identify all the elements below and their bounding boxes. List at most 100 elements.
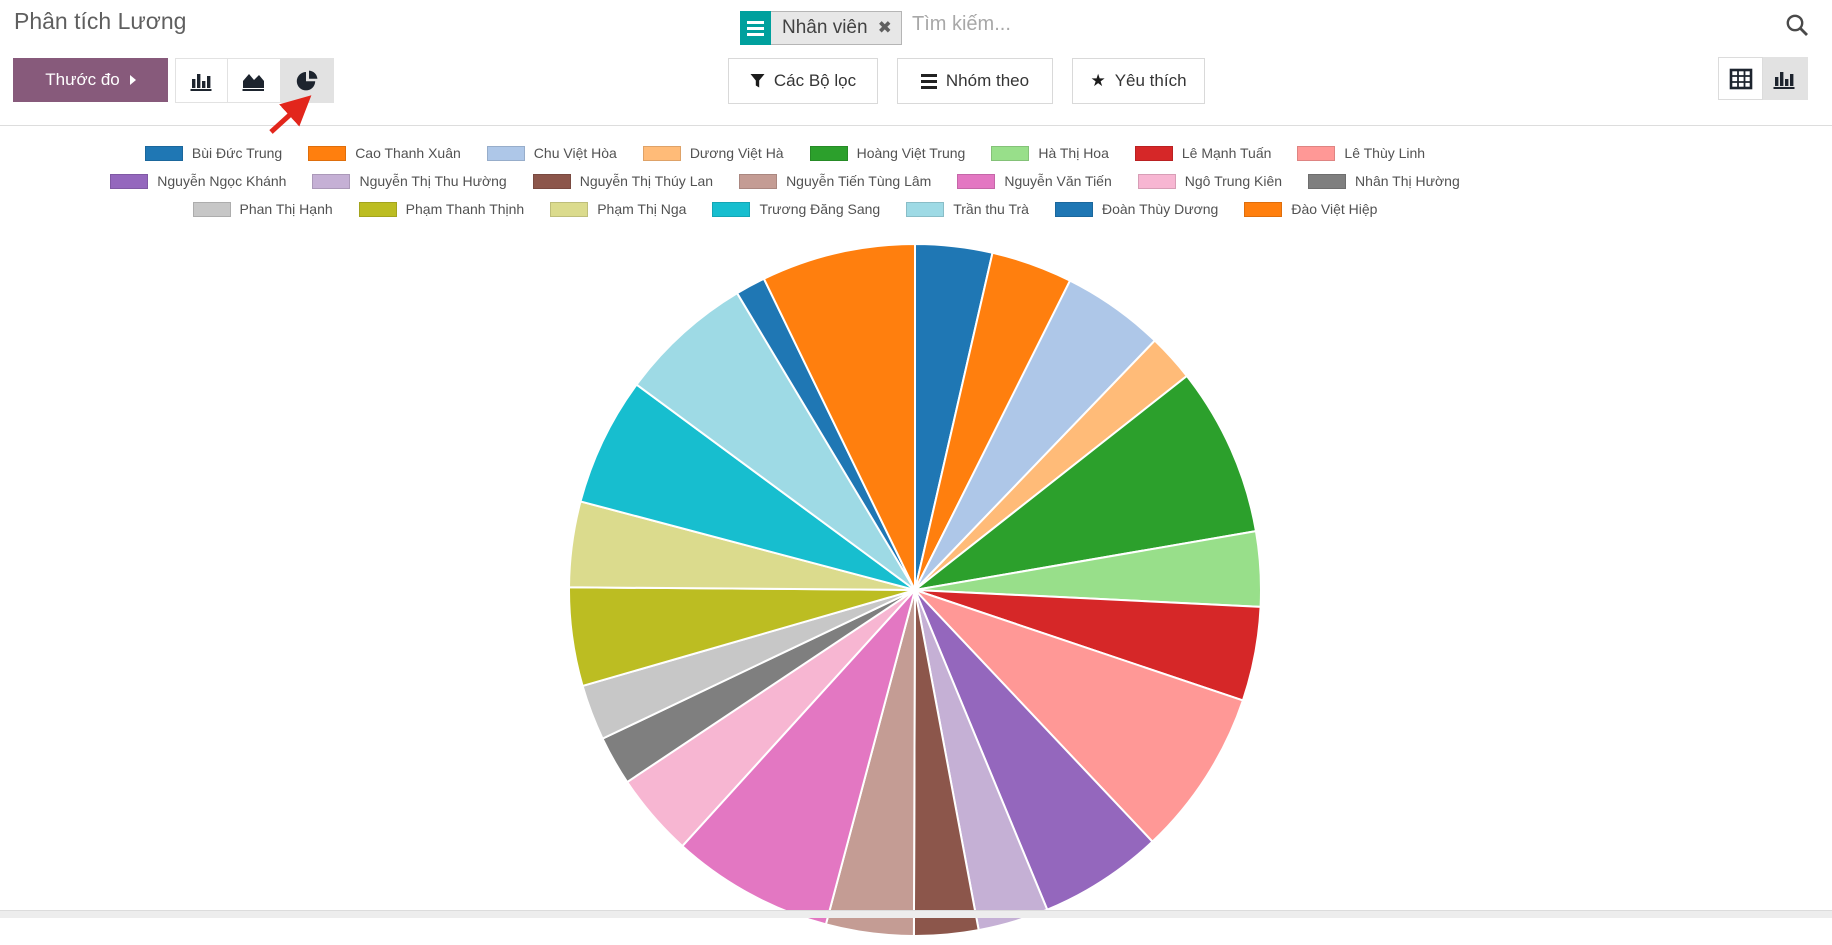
legend-swatch bbox=[1054, 201, 1093, 217]
legend-label: Đào Việt Hiệp bbox=[1291, 201, 1378, 217]
graph-view-icon bbox=[1773, 71, 1795, 89]
legend-item[interactable]: Ngô Trung Kiên bbox=[1137, 173, 1283, 189]
measures-button-label: Thước đo bbox=[45, 70, 120, 89]
legend-label: Nguyễn Văn Tiến bbox=[1004, 173, 1112, 189]
pie-chart bbox=[565, 240, 1265, 940]
legend-label: Phan Thị Hạnh bbox=[239, 201, 333, 217]
legend-label: Trương Đăng Sang bbox=[759, 201, 881, 217]
legend-label: Đoàn Thùy Dương bbox=[1101, 201, 1219, 217]
legend-item[interactable]: Phạm Thanh Thịnh bbox=[358, 201, 525, 217]
legend-swatch bbox=[486, 145, 525, 161]
legend-swatch bbox=[809, 145, 848, 161]
legend-label: Ngô Trung Kiên bbox=[1184, 173, 1283, 189]
legend-item[interactable]: Nguyễn Tiến Tùng Lâm bbox=[739, 173, 931, 189]
legend-label: Cao Thanh Xuân bbox=[355, 145, 461, 161]
legend-item[interactable]: Trương Đăng Sang bbox=[712, 201, 880, 217]
legend-label: Trần thu Trà bbox=[953, 201, 1029, 217]
legend-row: Bùi Đức Trung Cao Thanh Xuân Chu Việt Hòa D… bbox=[0, 139, 1570, 167]
caret-right-icon bbox=[129, 75, 136, 85]
legend-label: Phạm Thị Nga bbox=[597, 201, 687, 217]
pivot-view-icon bbox=[1729, 68, 1752, 89]
legend-label: Lê Thùy Linh bbox=[1344, 145, 1426, 161]
legend-label: Lê Mạnh Tuấn bbox=[1181, 145, 1272, 161]
legend-swatch bbox=[1134, 145, 1173, 161]
legend-swatch bbox=[1137, 173, 1176, 189]
search-facet-employee[interactable]: Nhân viên ✖ bbox=[740, 11, 902, 45]
measures-button[interactable]: Thước đo bbox=[13, 58, 168, 102]
bar-chart-icon bbox=[190, 73, 211, 91]
filters-button-label: Các Bộ lọc bbox=[773, 71, 857, 90]
legend-swatch bbox=[642, 145, 681, 161]
star-icon: ★ bbox=[1090, 71, 1106, 90]
graph-view-button[interactable] bbox=[1763, 57, 1808, 100]
legend-item[interactable]: Nguyễn Thị Thúy Lan bbox=[532, 173, 714, 189]
legend-item[interactable]: Phạm Thị Nga bbox=[550, 201, 686, 217]
legend-item[interactable]: Trần thu Trà bbox=[906, 201, 1029, 217]
legend-swatch bbox=[550, 201, 589, 217]
pie-slice[interactable] bbox=[914, 589, 1244, 843]
legend-item[interactable]: Nguyễn Thị Thu Hường bbox=[312, 173, 507, 189]
legend-label: Nguyễn Thị Thu Hường bbox=[359, 173, 507, 189]
legend-item[interactable]: Đoàn Thùy Dương bbox=[1054, 201, 1219, 217]
close-icon[interactable]: ✖ bbox=[877, 18, 892, 37]
legend-label: Nhân Thị Hường bbox=[1355, 173, 1460, 189]
legend-label: Hà Thị Hoa bbox=[1038, 145, 1109, 161]
legend-swatch bbox=[1297, 145, 1336, 161]
legend-swatch bbox=[1308, 173, 1347, 189]
facet-label: Nhân viên bbox=[782, 17, 868, 38]
legend-label: Nguyễn Tiến Tùng Lâm bbox=[786, 173, 932, 189]
legend-item[interactable]: Phan Thị Hạnh bbox=[192, 201, 333, 217]
legend-label: Phạm Thanh Thịnh bbox=[405, 201, 525, 217]
legend-swatch bbox=[312, 173, 351, 189]
legend-swatch bbox=[957, 173, 996, 189]
groupby-button[interactable]: Nhóm theo bbox=[897, 58, 1053, 104]
legend-label: Dương Việt Hà bbox=[689, 145, 784, 161]
legend-swatch bbox=[308, 145, 347, 161]
filter-icon bbox=[750, 74, 765, 88]
legend-swatch bbox=[110, 173, 149, 189]
legend-item[interactable]: Chu Việt Hòa bbox=[486, 145, 617, 161]
legend-row: Phan Thị Hạnh Phạm Thanh Thịnh Phạm Thị Ng… bbox=[0, 195, 1570, 223]
favorites-button-label: Yêu thích bbox=[1114, 71, 1187, 90]
pivot-view-button[interactable] bbox=[1718, 57, 1763, 100]
filters-button[interactable]: Các Bộ lọc bbox=[728, 58, 878, 104]
legend-item[interactable]: Nguyễn Văn Tiến bbox=[957, 173, 1112, 189]
legend-swatch bbox=[532, 173, 571, 189]
favorites-button[interactable]: ★ Yêu thích bbox=[1072, 58, 1205, 104]
legend-item[interactable]: Bùi Đức Trung bbox=[144, 145, 283, 161]
group-by-icon bbox=[920, 73, 937, 89]
control-panel-divider bbox=[0, 125, 1832, 126]
legend-swatch bbox=[906, 201, 945, 217]
legend-item[interactable]: Nguyễn Ngọc Khánh bbox=[110, 173, 286, 189]
legend-item[interactable]: Nhân Thị Hường bbox=[1308, 173, 1460, 189]
pie-slice[interactable] bbox=[579, 383, 916, 591]
legend-item[interactable]: Lê Thùy Linh bbox=[1297, 145, 1425, 161]
legend-item[interactable]: Hoàng Việt Trung bbox=[809, 145, 966, 161]
pie-slice[interactable] bbox=[635, 292, 916, 591]
legend-item[interactable]: Đào Việt Hiệp bbox=[1244, 201, 1377, 217]
legend-swatch bbox=[144, 145, 183, 161]
legend-swatch bbox=[739, 173, 778, 189]
legend-swatch bbox=[712, 201, 751, 217]
search-icon[interactable] bbox=[1784, 12, 1810, 38]
page-title: Phân tích Lương bbox=[14, 8, 187, 34]
legend-label: Hoàng Việt Trung bbox=[856, 145, 966, 161]
pie-slice[interactable] bbox=[762, 243, 916, 591]
search-input[interactable]: Tìm kiếm... bbox=[912, 13, 1011, 35]
area-chart-icon bbox=[242, 73, 264, 91]
legend-item[interactable]: Cao Thanh Xuân bbox=[308, 145, 461, 161]
legend-label: Chu Việt Hòa bbox=[533, 145, 617, 161]
groupby-button-label: Nhóm theo bbox=[945, 71, 1030, 90]
legend-item[interactable]: Dương Việt Hà bbox=[642, 145, 784, 161]
area-chart-button[interactable] bbox=[228, 58, 281, 103]
legend-label: Nguyễn Thị Thúy Lan bbox=[579, 173, 714, 189]
legend-swatch bbox=[358, 201, 397, 217]
pie-slice[interactable] bbox=[914, 374, 1257, 591]
pie-slice[interactable] bbox=[914, 589, 1154, 911]
legend-swatch bbox=[192, 201, 231, 217]
legend-item[interactable]: Hà Thị Hoa bbox=[991, 145, 1109, 161]
legend-label: Bùi Đức Trung bbox=[191, 145, 283, 161]
bar-chart-button[interactable] bbox=[175, 58, 228, 103]
pie-chart-icon bbox=[296, 70, 318, 90]
legend-item[interactable]: Lê Mạnh Tuấn bbox=[1134, 145, 1272, 161]
